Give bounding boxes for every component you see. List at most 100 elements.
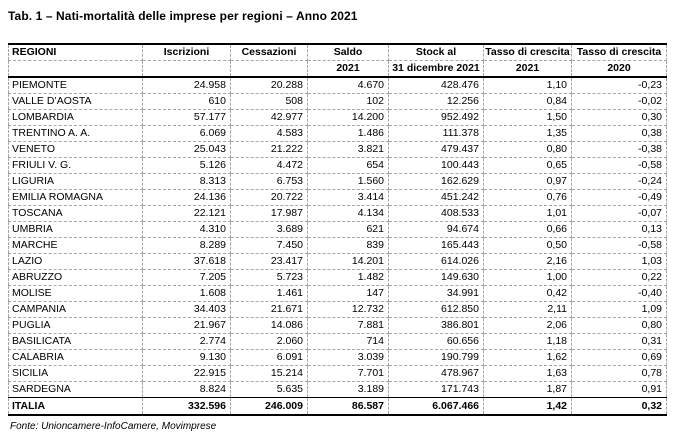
cell-saldo: 7.701 <box>307 365 389 382</box>
table-row: PUGLIA 21.967 14.086 7.881 386.801 2,06 0,80 <box>8 317 667 334</box>
cell-iscrizioni: 37.618 <box>142 253 231 270</box>
cell-regioni: TOSCANA <box>8 205 143 222</box>
cell-tasso-2020: -0,49 <box>571 189 667 206</box>
cell-tasso-2021: 1,18 <box>483 333 572 350</box>
cell-regioni: PIEMONTE <box>8 77 143 94</box>
cell-tasso-2021: 1,35 <box>483 125 572 142</box>
cell-cessazioni: 5.723 <box>230 269 308 286</box>
cell-saldo: 12.732 <box>307 301 389 318</box>
cell-stock: 6.067.466 <box>388 397 484 415</box>
cell-saldo: 1.560 <box>307 173 389 190</box>
cell-stock: 190.799 <box>388 349 484 366</box>
cell-tasso-2021: 1,63 <box>483 365 572 382</box>
cell-tasso-2021: 2,11 <box>483 301 572 318</box>
cell-iscrizioni: 1.608 <box>142 285 231 302</box>
cell-cessazioni: 3.689 <box>230 221 308 238</box>
cell-saldo: 14.201 <box>307 253 389 270</box>
cell-regioni: TRENTINO A. A. <box>8 125 143 142</box>
table-row: MOLISE 1.608 1.461 147 34.991 0,42 -0,40 <box>8 285 667 302</box>
cell-saldo: 4.670 <box>307 77 389 94</box>
table-title: Tab. 1 – Nati-mortalità delle imprese pe… <box>8 9 358 23</box>
table-row: CAMPANIA 34.403 21.671 12.732 612.850 2,11 1,0… <box>8 301 667 318</box>
cell-cessazioni: 6.091 <box>230 349 308 366</box>
table-row: EMILIA ROMAGNA 24.136 20.722 3.414 451.242 0,… <box>8 189 667 206</box>
cell-regioni: ABRUZZO <box>8 269 143 286</box>
cell-regioni: SICILIA <box>8 365 143 382</box>
table-row: UMBRIA 4.310 3.689 621 94.674 0,66 0,13 <box>8 221 667 238</box>
cell-stock: 12.256 <box>388 93 484 110</box>
cell-iscrizioni: 332.596 <box>142 397 231 415</box>
cell-iscrizioni: 22.121 <box>142 205 231 222</box>
cell-stock: 614.026 <box>388 253 484 270</box>
cell-stock: 60.656 <box>388 333 484 350</box>
cell-stock: 34.991 <box>388 285 484 302</box>
cell-tasso-2021: 0,80 <box>483 141 572 158</box>
cell-tasso-2021: 1,00 <box>483 269 572 286</box>
cell-regioni: SARDEGNA <box>8 381 143 398</box>
cell-cessazioni: 246.009 <box>230 397 308 415</box>
cell-tasso-2020: 0,80 <box>571 317 667 334</box>
cell-saldo: 1.486 <box>307 125 389 142</box>
table-row: PIEMONTE 24.958 20.288 4.670 428.476 1,10 -0,2… <box>8 77 667 94</box>
cell-tasso-2021: 0,65 <box>483 157 572 174</box>
cell-iscrizioni: 24.958 <box>142 77 231 94</box>
cell-cessazioni: 5.635 <box>230 381 308 398</box>
table-row: SICILIA 22.915 15.214 7.701 478.967 1,63 0,78 <box>8 365 667 382</box>
cell-tasso-2021: 1,10 <box>483 77 572 94</box>
cell-cessazioni: 2.060 <box>230 333 308 350</box>
col-header-regioni-line2 <box>8 60 143 78</box>
cell-iscrizioni: 9.130 <box>142 349 231 366</box>
cell-tasso-2020: 0,78 <box>571 365 667 382</box>
cell-tasso-2020: -0,02 <box>571 93 667 110</box>
cell-iscrizioni: 610 <box>142 93 231 110</box>
table-header: REGIONI Iscrizioni Cessazioni Saldo Stock al… <box>8 44 667 78</box>
cell-cessazioni: 21.671 <box>230 301 308 318</box>
cell-saldo: 714 <box>307 333 389 350</box>
cell-iscrizioni: 21.967 <box>142 317 231 334</box>
cell-tasso-2020: -0,07 <box>571 205 667 222</box>
col-header-iscrizioni-line1: Iscrizioni <box>142 44 231 61</box>
cell-tasso-2020: -0,40 <box>571 285 667 302</box>
cell-stock: 451.242 <box>388 189 484 206</box>
cell-iscrizioni: 5.126 <box>142 157 231 174</box>
col-header-cessazioni-line2 <box>230 60 308 78</box>
cell-saldo: 839 <box>307 237 389 254</box>
cell-cessazioni: 6.753 <box>230 173 308 190</box>
cell-tasso-2021: 1,42 <box>483 397 572 415</box>
cell-saldo: 3.189 <box>307 381 389 398</box>
cell-saldo: 147 <box>307 285 389 302</box>
cell-stock: 386.801 <box>388 317 484 334</box>
cell-stock: 149.630 <box>388 269 484 286</box>
cell-saldo: 102 <box>307 93 389 110</box>
cell-tasso-2021: 1,87 <box>483 381 572 398</box>
cell-tasso-2021: 1,50 <box>483 109 572 126</box>
total-row: ITALIA 332.596 246.009 86.587 6.067.466 1,42 0… <box>8 397 667 415</box>
cell-saldo: 1.482 <box>307 269 389 286</box>
header-row-1: REGIONI Iscrizioni Cessazioni Saldo Stock al… <box>8 44 667 61</box>
cell-cessazioni: 4.583 <box>230 125 308 142</box>
cell-saldo: 3.821 <box>307 141 389 158</box>
cell-stock: 952.492 <box>388 109 484 126</box>
cell-regioni: FRIULI V. G. <box>8 157 143 174</box>
cell-regioni: CALABRIA <box>8 349 143 366</box>
cell-saldo: 7.881 <box>307 317 389 334</box>
table-row: BASILICATA 2.774 2.060 714 60.656 1,18 0,31 <box>8 333 667 350</box>
cell-regioni: EMILIA ROMAGNA <box>8 189 143 206</box>
col-header-saldo-line2: 2021 <box>307 60 389 78</box>
cell-cessazioni: 20.722 <box>230 189 308 206</box>
cell-iscrizioni: 22.915 <box>142 365 231 382</box>
cell-regioni: CAMPANIA <box>8 301 143 318</box>
cell-tasso-2020: 0,32 <box>571 397 667 415</box>
cell-tasso-2021: 0,76 <box>483 189 572 206</box>
cell-stock: 171.743 <box>388 381 484 398</box>
cell-saldo: 3.039 <box>307 349 389 366</box>
cell-regioni: MOLISE <box>8 285 143 302</box>
cell-tasso-2020: 1,03 <box>571 253 667 270</box>
table-row: VALLE D’AOSTA 610 508 102 12.256 0,84 -0,02 <box>8 93 667 110</box>
cell-iscrizioni: 4.310 <box>142 221 231 238</box>
cell-iscrizioni: 8.289 <box>142 237 231 254</box>
cell-regioni: ITALIA <box>8 397 143 415</box>
table-row: LAZIO 37.618 23.417 14.201 614.026 2,16 1,03 <box>8 253 667 270</box>
table-row: TOSCANA 22.121 17.987 4.134 408.533 1,01 -0,07 <box>8 205 667 222</box>
col-header-stock-line2: 31 dicembre 2021 <box>388 60 484 78</box>
